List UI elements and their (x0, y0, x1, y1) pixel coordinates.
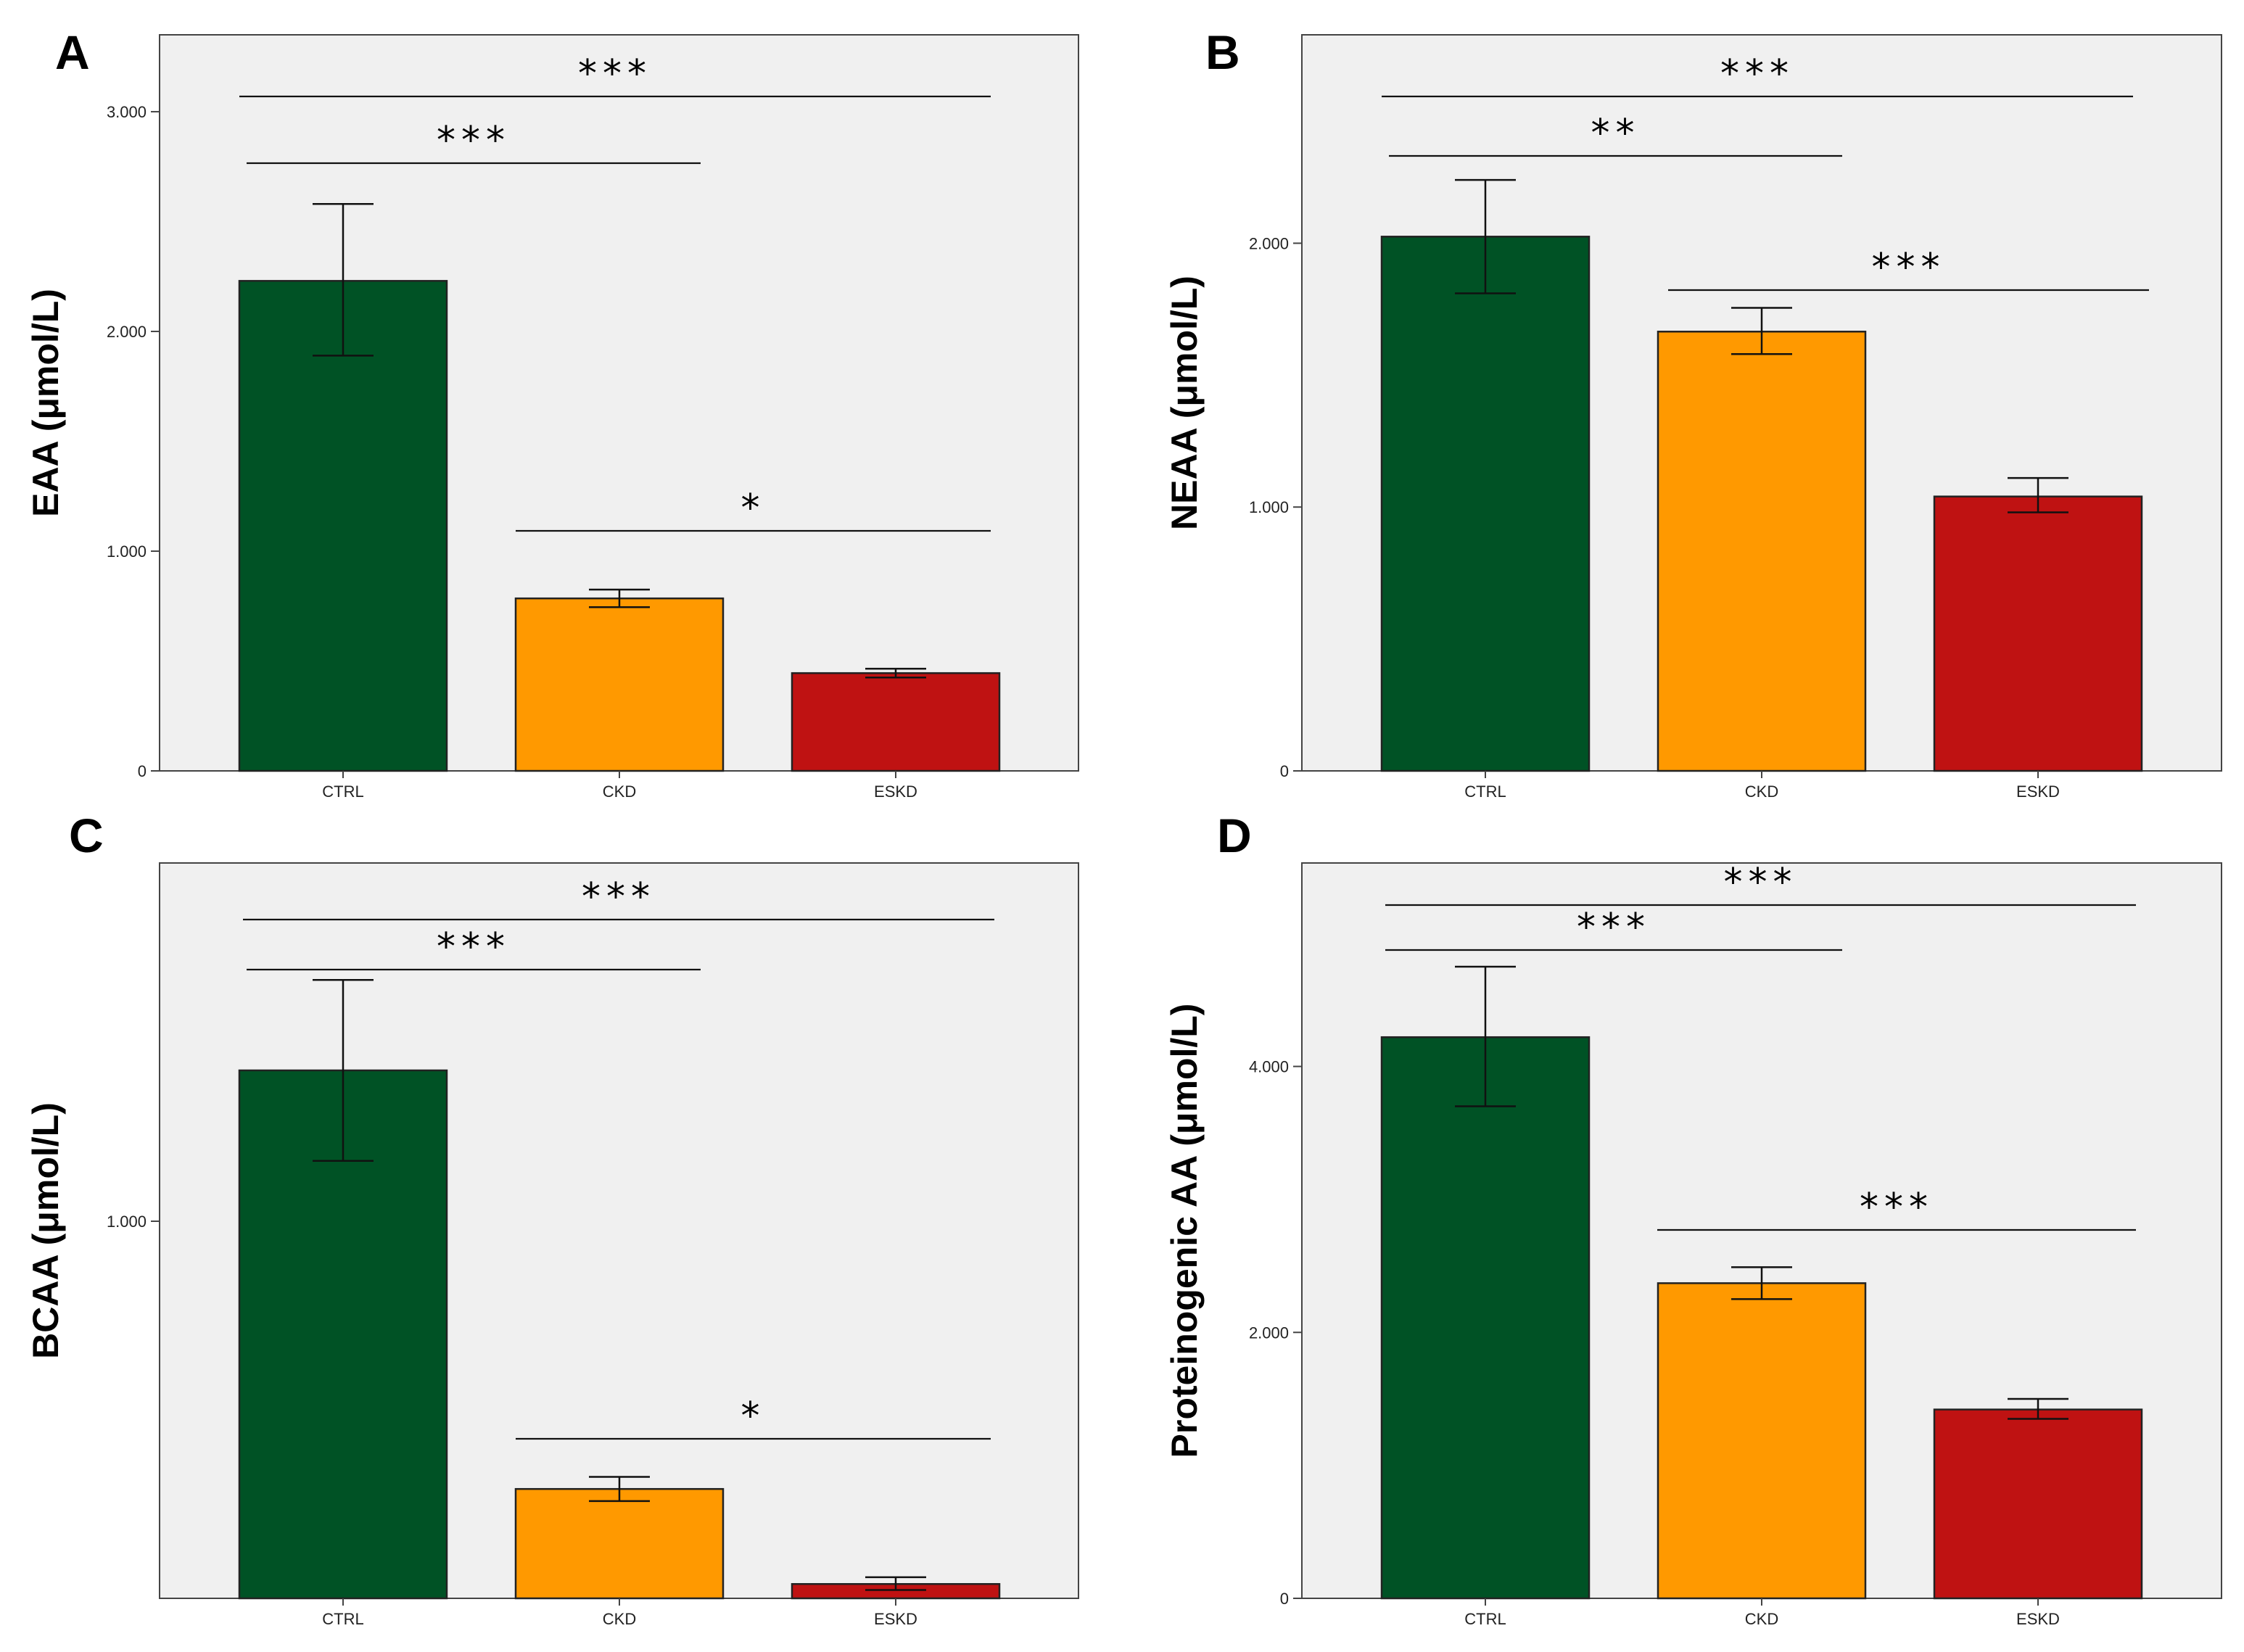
significance-label: *** (1720, 52, 1794, 96)
panel-d: D Proteinogenic AA (μmol/L) 0 2.000 4.000 CTR… (1164, 809, 2222, 1628)
error-bar-ckd (589, 1476, 650, 1503)
significance-bracket: *** (243, 875, 994, 921)
significance-label: *** (437, 119, 511, 162)
significance-bracket: *** (1385, 861, 2136, 906)
y-tick-label: 1.000 (1249, 498, 1289, 516)
y-tick-label: 0 (138, 762, 147, 780)
significance-label: *** (1872, 246, 1946, 289)
error-bar-ctrl (313, 978, 374, 1162)
significance-bracket: *** (239, 52, 991, 98)
x-tick-label: CTRL (322, 1610, 363, 1628)
significance-bracket: *** (1382, 52, 2133, 98)
significance-bracket: * (516, 1395, 991, 1440)
significance-bracket: *** (1668, 246, 2149, 292)
significance-label: *** (582, 875, 656, 919)
panel-a: A EAA (μmol/L) 0 1.000 2.000 3.000 CTRL CKD ESKD… (25, 25, 1079, 801)
x-tick-label: ESKD (2016, 1610, 2060, 1628)
y-axis-label: NEAA (μmol/L) (1164, 276, 1205, 530)
x-tick-label: ESKD (2016, 782, 2060, 801)
y-axis-label: Proteinogenic AA (μmol/L) (1164, 1004, 1205, 1458)
panel-letter: A (55, 25, 90, 79)
error-bar-eskd (2008, 476, 2068, 513)
y-tick-label: 0 (1280, 1590, 1289, 1608)
y-tick-label: 2.000 (1249, 1323, 1289, 1342)
significance-bracket: *** (1385, 906, 1842, 951)
bar-ckd (514, 1487, 725, 1600)
significance-label: *** (1724, 861, 1798, 904)
significance-label: ** (1591, 112, 1641, 155)
bar-eskd (1933, 495, 2143, 772)
y-tick-label: 2.000 (1249, 234, 1289, 252)
x-tick-label: CKD (1745, 782, 1778, 801)
x-tick-label: CKD (603, 1610, 636, 1628)
significance-label: *** (1860, 1186, 1934, 1229)
y-tick-label: 3.000 (107, 103, 147, 121)
error-bar-eskd (2008, 1397, 2068, 1420)
error-bar-ckd (1731, 1266, 1792, 1300)
error-bar-eskd (865, 667, 926, 679)
y-tick-label: 1.000 (107, 542, 147, 561)
error-bar-ckd (1731, 307, 1792, 355)
panel-letter: C (69, 809, 104, 862)
y-tick-label: 0 (1280, 762, 1289, 780)
significance-label: * (741, 487, 766, 530)
panel-letter: B (1205, 25, 1240, 79)
x-tick-label: CKD (1745, 1610, 1778, 1628)
significance-label: *** (437, 925, 511, 969)
significance-label: *** (1577, 906, 1651, 949)
x-tick-label: ESKD (874, 1610, 917, 1628)
bar-ckd (1657, 331, 1867, 772)
x-tick-label: CTRL (1464, 782, 1506, 801)
significance-label: * (741, 1395, 766, 1438)
y-axis-label: BCAA (μmol/L) (25, 1102, 66, 1359)
x-tick-label: CKD (603, 782, 636, 801)
significance-bracket: ** (1389, 112, 1842, 157)
error-bar-ctrl (1455, 965, 1516, 1107)
significance-bracket: *** (1657, 1186, 2136, 1231)
bar-eskd (791, 672, 1001, 772)
y-tick-label: 4.000 (1249, 1058, 1289, 1076)
bar-eskd (1933, 1408, 2143, 1600)
x-tick-label: CTRL (322, 782, 363, 801)
x-tick-label: CTRL (1464, 1610, 1506, 1628)
significance-label: *** (578, 52, 652, 96)
error-bar-eskd (865, 1576, 926, 1591)
x-tick-label: ESKD (874, 782, 917, 801)
y-axis-label: EAA (μmol/L) (25, 289, 66, 517)
error-bar-ckd (589, 588, 650, 608)
significance-bracket: *** (247, 119, 701, 165)
bar-ckd (1657, 1282, 1867, 1600)
error-bar-ctrl (313, 203, 374, 357)
bar-ctrl (1380, 1036, 1591, 1600)
significance-bracket: *** (247, 925, 701, 971)
bar-ctrl (1380, 236, 1591, 772)
y-tick-label: 2.000 (107, 323, 147, 341)
significance-bracket: * (516, 487, 991, 532)
panel-letter: D (1217, 809, 1252, 862)
error-bar-ctrl (1455, 178, 1516, 294)
y-tick-label: 1.000 (107, 1213, 147, 1231)
bar-ckd (514, 597, 725, 772)
